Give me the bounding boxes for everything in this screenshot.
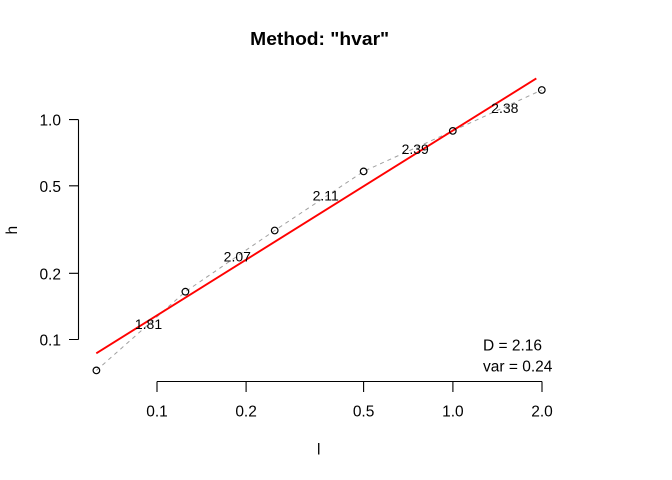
svg-text:0.1: 0.1: [39, 333, 61, 350]
svg-text:0.1: 0.1: [146, 403, 168, 420]
svg-text:0.5: 0.5: [39, 179, 61, 196]
svg-text:1.81: 1.81: [135, 316, 162, 332]
svg-text:0.5: 0.5: [353, 403, 375, 420]
svg-text:var = 0.24: var = 0.24: [483, 359, 553, 376]
svg-text:0.2: 0.2: [39, 266, 61, 283]
svg-text:D = 2.16: D = 2.16: [483, 337, 542, 354]
svg-text:1.0: 1.0: [39, 113, 61, 130]
svg-text:2.0: 2.0: [531, 403, 553, 420]
svg-text:h: h: [4, 226, 21, 235]
svg-text:0.2: 0.2: [235, 403, 257, 420]
svg-text:2.11: 2.11: [313, 188, 339, 204]
svg-text:2.39: 2.39: [402, 141, 429, 157]
svg-text:Method: "hvar": Method: "hvar": [250, 28, 389, 49]
svg-text:2.38: 2.38: [491, 100, 518, 116]
svg-text:2.07: 2.07: [224, 249, 251, 265]
svg-text:1.0: 1.0: [442, 403, 464, 420]
svg-text:l: l: [317, 442, 320, 459]
